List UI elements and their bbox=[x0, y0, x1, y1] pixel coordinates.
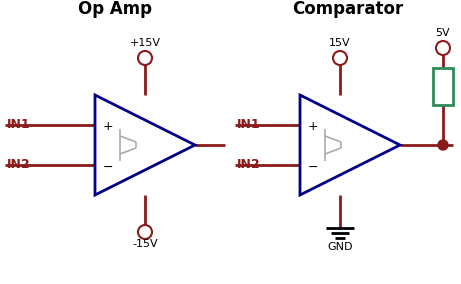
Circle shape bbox=[438, 140, 448, 150]
Text: −: − bbox=[308, 160, 319, 174]
Text: Comparator: Comparator bbox=[292, 0, 404, 18]
Circle shape bbox=[436, 41, 450, 55]
Text: Op Amp: Op Amp bbox=[78, 0, 152, 18]
Text: 15V: 15V bbox=[329, 38, 351, 48]
Text: −: − bbox=[103, 160, 113, 174]
Text: IN1: IN1 bbox=[237, 118, 260, 131]
Circle shape bbox=[138, 225, 152, 239]
Text: GND: GND bbox=[327, 242, 353, 252]
Bar bbox=[433, 68, 453, 105]
Circle shape bbox=[333, 51, 347, 65]
Text: +: + bbox=[103, 120, 113, 133]
Text: +15V: +15V bbox=[130, 38, 160, 48]
Text: IN2: IN2 bbox=[237, 158, 260, 170]
Circle shape bbox=[138, 51, 152, 65]
Text: IN2: IN2 bbox=[7, 158, 30, 170]
Text: 5V: 5V bbox=[436, 28, 450, 38]
Text: IN1: IN1 bbox=[7, 118, 30, 131]
Text: +: + bbox=[308, 120, 319, 133]
Text: -15V: -15V bbox=[132, 239, 158, 249]
